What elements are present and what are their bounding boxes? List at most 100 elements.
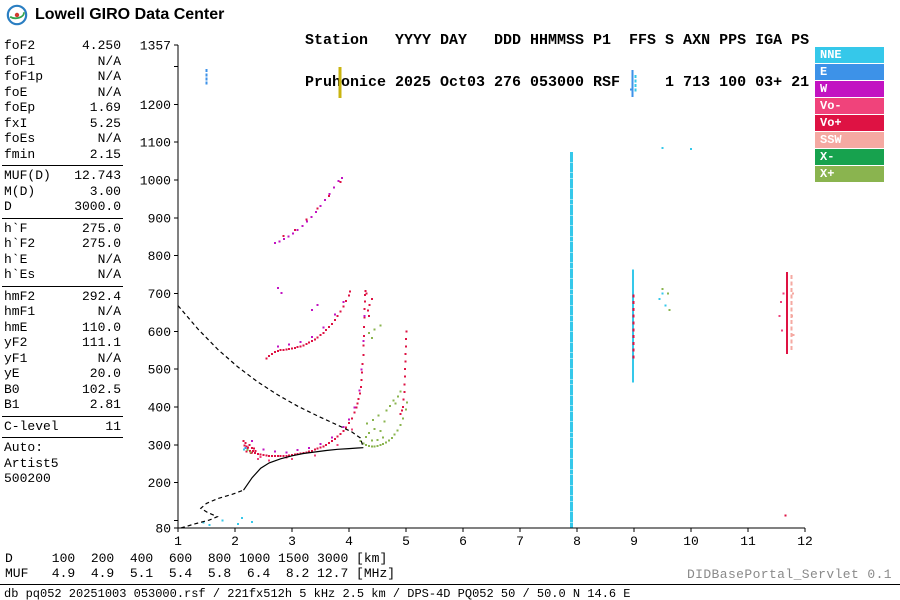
parameter-value: 102.5 xyxy=(81,381,121,397)
parameter-label: yE xyxy=(4,366,20,381)
parameter-label: foF1 xyxy=(4,53,36,69)
parameter-value: 11 xyxy=(105,418,121,434)
series-second-hop xyxy=(265,290,352,360)
parameter-group: hmF2 292.4 hmF1 N/A hmE 110.0 yF2 111.1 yF1 N/A yE… xyxy=(2,287,123,417)
lowell-logo-icon xyxy=(6,4,28,26)
parameter-group: foF2 4.250 foF1 N/A foF1p N/A foE N/A foEp 1.69 fx… xyxy=(2,36,123,166)
svg-text:5: 5 xyxy=(402,534,410,549)
parameter-group: MUF(D) 12.743 M(D) 3.00 D 3000.0 xyxy=(2,166,123,219)
legend-item-x-: X- xyxy=(815,149,884,165)
x-axis: 1 2 3 4 5 6 7 8 9 10 11 12 xyxy=(174,528,813,549)
parameter-row: h`F2 275.0 xyxy=(2,236,123,252)
brand: Lowell GIRO Data Center xyxy=(6,4,224,26)
parameter-value: N/A xyxy=(97,84,121,100)
parameter-value: 275.0 xyxy=(81,236,121,251)
parameter-row: h`F 275.0 xyxy=(2,221,123,237)
svg-text:900: 900 xyxy=(148,211,171,226)
parameter-row: foF2 4.250 xyxy=(2,38,123,54)
parameter-row: hmE 110.0 xyxy=(2,320,123,336)
parameter-value: 3000.0 xyxy=(74,199,121,214)
y-axis: 80 200 300 400 500 600 700 800 900 1000 1100 1200 13… xyxy=(140,39,178,537)
parameter-value: N/A xyxy=(97,131,121,146)
series-F-trace-W-mix xyxy=(251,314,366,454)
muf-row: MUF 4.9 4.9 5.1 5.4 5.8 6.4 8.2 12.7 [MH… xyxy=(5,565,396,581)
footer-divider xyxy=(0,584,900,585)
parameter-row: foEp 1.69 xyxy=(2,100,123,116)
parameter-row: hmF1 N/A xyxy=(2,304,123,320)
parameter-value: N/A xyxy=(97,304,121,319)
parameter-label: MUF(D) xyxy=(4,168,51,183)
parameter-row: foE N/A xyxy=(2,85,123,101)
parameter-row: Artist5 xyxy=(2,456,123,472)
station-header-line2: Pruhonice 2025 Oct03 276 053000 RSF 1 71… xyxy=(305,74,810,91)
parameter-row: D 3000.0 xyxy=(2,199,123,215)
parameter-value: 292.4 xyxy=(81,288,121,304)
parameter-label: Auto: xyxy=(4,440,44,455)
series-X-trace-green xyxy=(246,287,671,454)
parameter-label: h`E xyxy=(4,251,28,267)
legend: NNE E W Vo- Vo+ SSW X- X+ xyxy=(815,47,884,183)
parameter-value: 5.25 xyxy=(89,115,121,131)
series-second-hop-W xyxy=(276,286,345,348)
parameter-row: foF1p N/A xyxy=(2,69,123,85)
parameter-row: yE 20.0 xyxy=(2,366,123,382)
parameter-row: B0 102.5 xyxy=(2,382,123,398)
svg-text:4: 4 xyxy=(345,534,353,549)
distance-muf-table: D 100 200 400 600 800 1000 1500 3000 [km… xyxy=(5,551,396,581)
series-third-hop-Vo xyxy=(282,180,342,238)
parameter-group: Auto: Artist5 500200 xyxy=(2,438,123,490)
parameter-label: hmE xyxy=(4,319,28,335)
svg-text:1: 1 xyxy=(174,534,182,549)
parameter-label: fmin xyxy=(4,146,36,162)
parameter-value: 111.1 xyxy=(81,335,121,350)
parameter-row: h`E N/A xyxy=(2,252,123,268)
svg-text:10: 10 xyxy=(683,534,699,549)
parameter-label: hmF2 xyxy=(4,288,36,304)
parameter-label: fxI xyxy=(4,115,28,131)
parameter-value: 1.69 xyxy=(89,100,121,115)
parameter-label: foEs xyxy=(4,131,36,146)
svg-text:500: 500 xyxy=(148,363,171,378)
parameter-label: 500200 xyxy=(4,471,51,486)
svg-text:600: 600 xyxy=(148,325,171,340)
parameter-label: yF1 xyxy=(4,350,28,366)
parameter-label: foF2 xyxy=(4,38,36,53)
parameter-value: N/A xyxy=(97,251,121,267)
parameter-panel: foF2 4.250 foF1 N/A foF1p N/A foE N/A foEp 1.69 fx… xyxy=(2,36,123,490)
parameter-label: C-level xyxy=(4,418,59,434)
distance-row: D 100 200 400 600 800 1000 1500 3000 [km… xyxy=(5,551,388,566)
parameter-value: 110.0 xyxy=(81,319,121,335)
parameter-group: h`F 275.0 h`F2 275.0 h`E N/A h`Es N/A xyxy=(2,219,123,287)
parameter-row: M(D) 3.00 xyxy=(2,184,123,200)
station-header-line1: Station YYYY DAY DDD HHMMSS P1 FFS S AXN… xyxy=(305,32,810,49)
parameter-value: N/A xyxy=(97,69,121,84)
parameter-row: Auto: xyxy=(2,440,123,456)
svg-text:8: 8 xyxy=(573,534,581,549)
parameter-value: 2.81 xyxy=(89,397,121,412)
series-X-asymptote xyxy=(399,330,408,416)
svg-text:1357: 1357 xyxy=(140,39,171,54)
svg-text:700: 700 xyxy=(148,287,171,302)
parameter-row: foEs N/A xyxy=(2,131,123,147)
series-strays-crimson xyxy=(365,292,787,517)
parameter-row: fmin 2.15 xyxy=(2,147,123,163)
svg-text:80: 80 xyxy=(155,522,171,537)
parameter-value: 4.250 xyxy=(81,38,121,53)
parameter-label: B0 xyxy=(4,381,20,397)
parameter-value: N/A xyxy=(97,350,121,366)
svg-text:12: 12 xyxy=(797,534,813,549)
svg-text:1100: 1100 xyxy=(140,136,171,151)
legend-item-e: E xyxy=(815,64,884,80)
svg-text:7: 7 xyxy=(516,534,524,549)
parameter-label: h`F xyxy=(4,220,28,236)
parameter-group: C-level 11 xyxy=(2,417,123,438)
svg-text:6: 6 xyxy=(459,534,467,549)
parameter-row: h`Es N/A xyxy=(2,267,123,283)
station-header: Station YYYY DAY DDD HHMMSS P1 FFS S AXN… xyxy=(305,6,809,118)
svg-text:1200: 1200 xyxy=(140,98,171,113)
axes xyxy=(177,45,805,529)
parameter-row: foF1 N/A xyxy=(2,54,123,70)
parameter-row: yF2 111.1 xyxy=(2,335,123,351)
parameter-label: D xyxy=(4,199,12,214)
svg-text:2: 2 xyxy=(231,534,239,549)
